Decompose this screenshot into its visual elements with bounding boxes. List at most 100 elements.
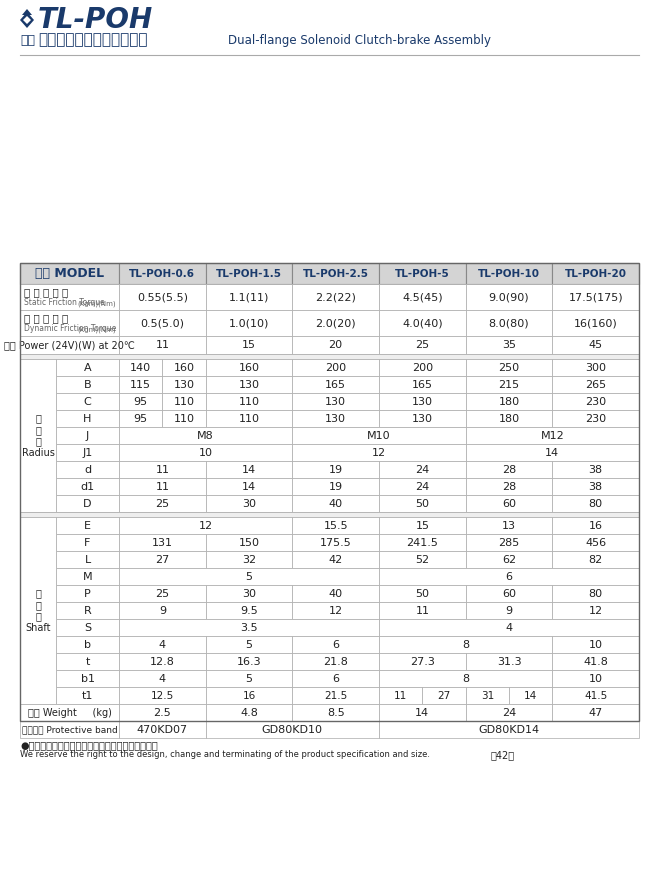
Text: 4.8: 4.8 [240,708,258,718]
Bar [509,687,552,704]
Text: TL-POH-0.6: TL-POH-0.6 [129,269,195,279]
Text: 27.3: 27.3 [410,657,435,667]
Bar [206,602,293,619]
Bar [466,376,552,393]
Text: 台菱: 台菱 [20,33,35,47]
Bar [466,393,552,410]
Text: H: H [83,413,92,424]
Polygon shape [23,16,31,24]
Bar [466,602,552,619]
Bar [379,568,639,585]
Text: 2.0(20): 2.0(20) [316,318,356,328]
Text: 21.5: 21.5 [324,691,347,701]
Bar [56,517,119,534]
Bar [379,478,466,495]
Bar [552,393,639,410]
Text: 40: 40 [329,498,343,509]
Text: 160: 160 [173,363,194,373]
Bar [119,687,206,704]
Bar [379,602,466,619]
Bar [20,517,56,704]
Bar [552,359,639,376]
Text: 130: 130 [412,397,433,407]
Bar [552,478,639,495]
Text: D: D [83,498,92,509]
Bar [56,670,119,687]
Bar [379,461,466,478]
Bar [552,461,639,478]
Text: 17.5(175): 17.5(175) [568,292,623,302]
Bar [379,585,466,602]
Bar [206,495,293,512]
Text: －42－: －42－ [491,750,515,760]
Bar [206,551,293,568]
Text: 200: 200 [412,363,433,373]
Bar [293,336,379,354]
Bar [293,534,379,551]
Text: We reserve the right to the design, change and terminating of the product specif: We reserve the right to the design, chan… [20,750,430,759]
Text: 175.5: 175.5 [320,538,351,547]
Text: 4.5(45): 4.5(45) [402,292,443,302]
Text: 140: 140 [130,363,151,373]
Text: 1.0(10): 1.0(10) [229,318,269,328]
Bar [466,336,552,354]
Bar [466,551,552,568]
Text: t: t [85,657,90,667]
Bar [293,687,379,704]
Text: 0.55(5.5): 0.55(5.5) [137,292,188,302]
Bar [206,585,293,602]
Text: 31.3: 31.3 [497,657,521,667]
Bar [206,284,293,310]
Text: E: E [84,521,91,530]
Text: 11: 11 [415,606,429,616]
Text: 115: 115 [130,380,151,390]
Text: M12: M12 [540,430,564,441]
Text: 9: 9 [159,606,166,616]
Text: d1: d1 [80,481,94,492]
Bar [56,478,119,495]
Text: F: F [84,538,91,547]
Text: 5: 5 [246,640,252,650]
Bar [379,263,466,284]
Bar [293,517,379,534]
Text: 9.0(90): 9.0(90) [489,292,529,302]
Bar [379,534,466,551]
Bar [466,359,552,376]
Bar [293,495,379,512]
Bar [466,478,552,495]
Text: 4.0(40): 4.0(40) [402,318,443,328]
Bar [293,359,379,376]
Text: J: J [86,430,89,441]
Bar [119,359,162,376]
Bar [162,359,206,376]
Text: (Kgm)(Nm): (Kgm)(Nm) [77,300,116,307]
Bar [119,478,206,495]
Bar [379,653,466,670]
Bar [206,461,293,478]
Text: 12: 12 [329,606,343,616]
Bar [379,410,466,427]
Text: 250: 250 [498,363,519,373]
Bar [552,263,639,284]
Bar [552,704,639,721]
Text: 功率 Power (24V)(W) at 20℃: 功率 Power (24V)(W) at 20℃ [4,340,135,350]
Text: 165: 165 [412,380,433,390]
Bar [293,444,466,461]
Bar [20,704,119,721]
Text: 60: 60 [502,589,516,599]
Text: GD80KD10: GD80KD10 [262,725,323,735]
Bar [119,602,206,619]
Text: (Kgm)(Nm): (Kgm)(Nm) [77,326,116,333]
Bar [379,619,639,636]
Bar [379,721,639,738]
Bar [552,602,639,619]
Text: 4: 4 [159,640,166,650]
Bar [552,336,639,354]
Text: 456: 456 [585,538,606,547]
Text: 27: 27 [438,691,451,701]
Bar [119,619,379,636]
Text: 10: 10 [198,447,213,458]
Text: 10: 10 [588,674,603,684]
Text: 82: 82 [588,555,603,564]
Text: 215: 215 [498,380,519,390]
